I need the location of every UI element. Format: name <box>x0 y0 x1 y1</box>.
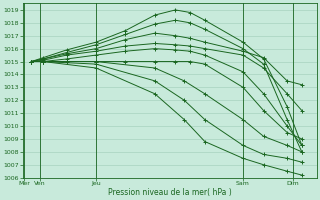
X-axis label: Pression niveau de la mer( hPa ): Pression niveau de la mer( hPa ) <box>108 188 231 197</box>
